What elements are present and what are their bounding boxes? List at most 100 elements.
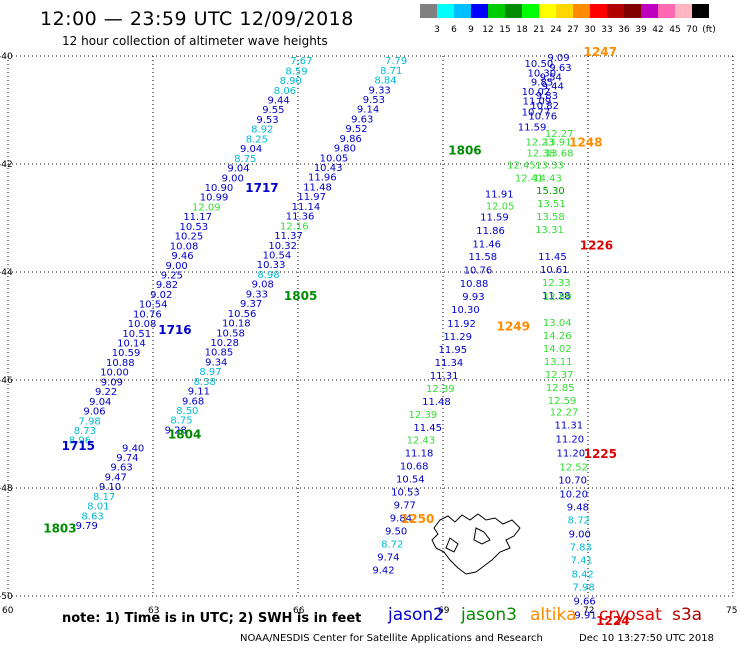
legend-label: 45 [669,25,681,35]
swh-value: 10.08 [170,241,199,252]
legend-label: 24 [550,25,562,35]
swh-value: 9.52 [345,124,367,135]
axis-ticks: 60 63 66 69 72 75 -40 -42 -44 -46 -48 -50 [0,52,737,616]
swh-value: 9.54 [540,72,562,83]
swh-value: 9.14 [357,105,379,116]
swh-value: 11.18 [405,449,434,460]
swh-value: 10.76 [464,266,493,277]
swh-value: 12.85 [546,383,575,394]
swh-value: 10.90 [205,183,234,194]
swh-value: 9.82 [156,280,178,291]
sat-altika-label: altika [530,605,577,625]
swh-value: 10.00 [100,368,129,379]
swh-value: 11.46 [472,240,501,251]
swh-value: 9.85 [531,78,553,89]
swh-value: 11.45 [538,252,567,263]
pass-time-label: 1803 [43,521,76,535]
legend-swatch [454,4,471,18]
swh-value: 11.28 [542,291,571,302]
x-tick-label: 63 [148,606,159,616]
pass-time-label: 1226 [580,238,613,252]
swh-value: 10.33 [257,260,286,271]
swh-value: 9.04 [240,144,262,155]
legend-swatch [471,4,488,18]
swh-value: 9.22 [95,387,117,398]
swh-value: 12.09 [192,202,221,213]
swh-value: 8.01 [87,502,109,513]
swh-value: 7.98 [79,416,101,427]
swh-value: 9.79 [76,521,98,532]
swh-points: 7.678.598.908.069.449.559.538.928.259.04… [69,53,597,622]
kerguelen-island-outline [431,513,521,575]
swh-value: 9.34 [205,357,227,368]
swh-value: 9.93 [462,292,484,303]
chart-title: 12:00 — 23:59 UTC 12/09/2018 [40,8,354,30]
swh-value: 12.33 [542,278,571,289]
swh-value: 13.68 [545,148,574,159]
swh-value: 11.20 [556,449,585,460]
swh-value: 9.10 [99,482,121,493]
swh-value: 13.91 [543,138,572,149]
swh-value: 9.04 [227,164,249,175]
swh-value: 10.99 [200,193,229,204]
swh-value: 15.30 [536,186,565,197]
swh-value: 8.75 [170,416,192,427]
swh-value: 10.54 [396,475,425,486]
swh-value: 7.79 [385,56,407,67]
swh-value: 9.28 [165,425,187,436]
legend-label: 42 [652,25,664,35]
swh-value: 11.97 [297,192,326,203]
swh-value: 10.51 [122,329,151,340]
swh-value: 10.50 [525,59,554,70]
swh-value: 9.74 [377,552,399,563]
swh-value: 9.09 [547,53,569,64]
swh-value: 11.58 [468,252,497,263]
legend-label: 21 [533,25,545,35]
swh-value: 9.06 [83,407,105,418]
legend-swatch [624,4,641,18]
swh-value: 9.77 [394,501,416,512]
swh-value: 10.30 [527,69,556,80]
swh-value: 9.63 [351,114,373,125]
swh-value: 9.42 [372,565,394,576]
pass-time-label: 1247 [584,45,617,59]
swh-value: 12.39 [426,384,455,395]
legend-swatch [641,4,658,18]
swh-value: 11.34 [435,358,464,369]
swh-value: 8.72 [568,516,590,527]
swh-value: 12.45 [507,160,536,171]
legend-swatch [539,4,556,18]
swh-value: 9.25 [161,270,183,281]
swh-value: 11.95 [439,345,468,356]
swh-value: 9.44 [542,81,564,92]
swh-value: 9.00 [166,261,188,272]
swh-value: 10.70 [558,476,587,487]
x-tick-label: 75 [726,606,737,616]
swh-value: 9.84 [390,513,412,524]
swh-value: 9.53 [363,95,385,106]
pass-time-label: 1805 [284,289,317,303]
swh-value: 14.02 [543,344,572,355]
legend-label: 15 [499,25,511,35]
pass-time-label: 1225 [584,447,617,461]
swh-value: 11.59 [480,213,509,224]
y-tick-label: -46 [0,376,13,386]
swh-value: 10.25 [175,232,204,243]
swh-value: 8.38 [194,377,216,388]
swh-value: 10.88 [460,279,489,290]
legend-label: 3 [434,25,440,35]
swh-value: 10.56 [228,309,257,320]
legend-swatch [505,4,522,18]
swh-value: 9.11 [188,387,210,398]
swh-value: 13.31 [535,225,564,236]
swh-value: 10.58 [216,328,245,339]
legend-swatch [692,4,709,18]
legend-label: 12 [482,25,494,35]
swh-value: 11.31 [555,421,584,432]
swh-value: 11.45 [413,423,442,434]
pass-time-label: 1716 [158,323,191,337]
swh-value: 12.59 [548,396,577,407]
legend-label: 9 [468,25,474,35]
footer-credit: NOAA/NESDIS Center for Satellite Applica… [240,633,543,644]
legend-label: 39 [635,25,647,35]
